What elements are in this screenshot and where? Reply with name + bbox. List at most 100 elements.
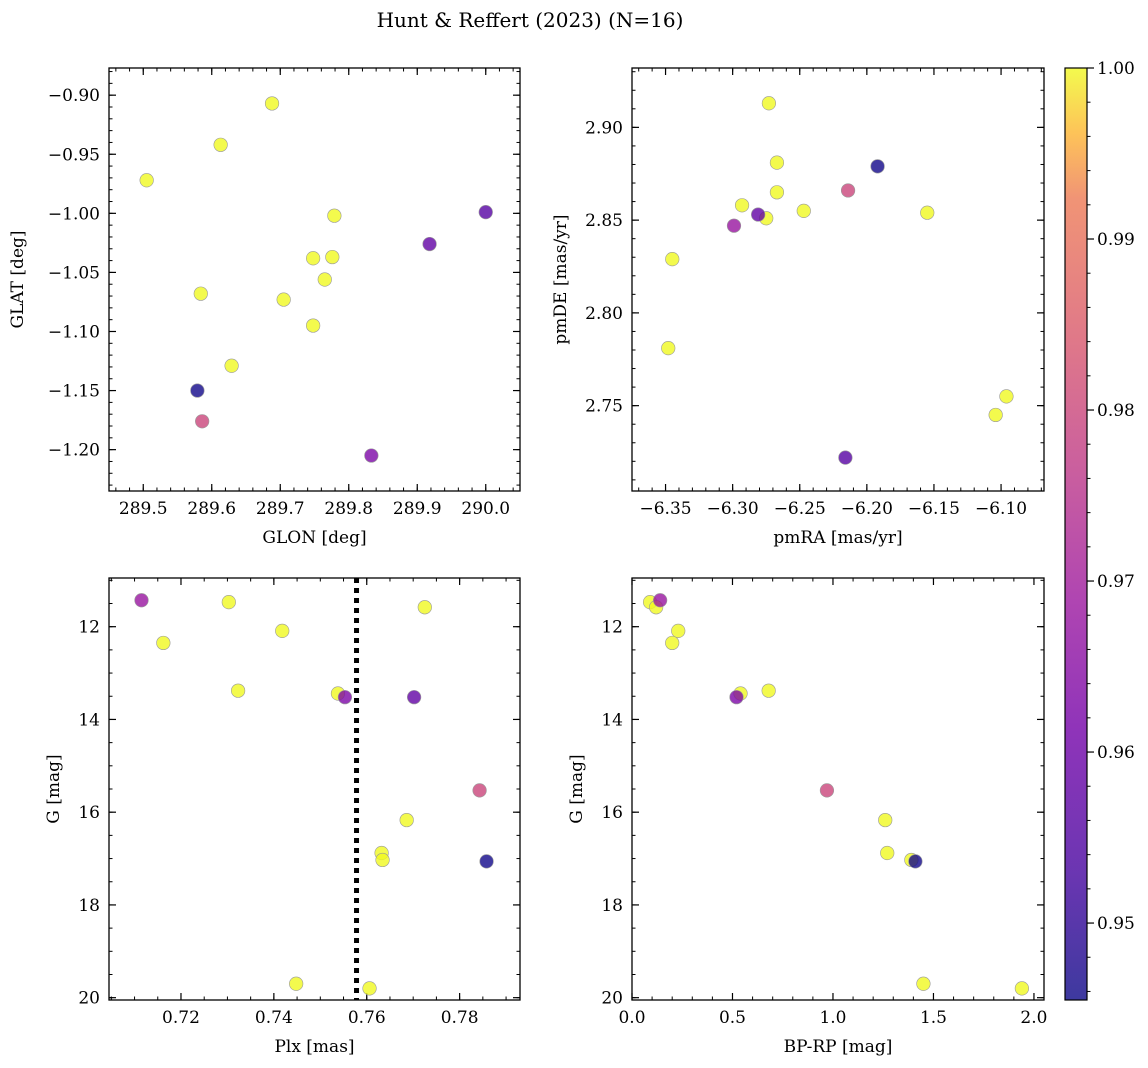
x-axis-label: GLON [deg] bbox=[262, 528, 366, 548]
x-tick-label: 0.74 bbox=[255, 1008, 293, 1028]
scatter-point bbox=[734, 198, 750, 213]
scatter-point bbox=[729, 690, 744, 705]
panel-glon-glat: 289.5 289.6 289.7 289.8 289.9 290.0 −0.90 −0.95… bbox=[8, 67, 521, 548]
y-tick-label: 14 bbox=[78, 710, 100, 730]
scatter-point bbox=[999, 389, 1014, 404]
colorbar-tick-label: 0.99 bbox=[1097, 230, 1135, 250]
x-tick-label: 289.8 bbox=[324, 499, 373, 519]
scatter-point bbox=[306, 251, 321, 266]
axes-frame bbox=[631, 67, 1045, 492]
colorbar-tick-label: 0.96 bbox=[1097, 743, 1135, 763]
y-tick-label: 16 bbox=[78, 803, 100, 823]
scatter-point bbox=[726, 218, 742, 233]
scatter-point bbox=[276, 292, 291, 307]
scatter-point bbox=[221, 595, 236, 610]
scatter-point bbox=[139, 173, 154, 188]
scatter-point bbox=[134, 593, 149, 608]
y-tick-label: −0.90 bbox=[48, 86, 100, 106]
figure-title: Hunt & Reffert (2023) (N=16) bbox=[377, 8, 684, 32]
x-tick-label: −6.35 bbox=[639, 499, 691, 519]
scatter-point bbox=[838, 450, 853, 465]
y-axis-label: GLAT [deg] bbox=[8, 230, 28, 328]
x-tick-label: 289.7 bbox=[256, 499, 305, 519]
scatter-point bbox=[878, 812, 893, 828]
y-tick-label: 18 bbox=[601, 896, 623, 916]
x-tick-label: −6.10 bbox=[975, 499, 1027, 519]
scatter-point bbox=[362, 981, 377, 996]
scatter-point bbox=[478, 205, 493, 220]
scatter-point bbox=[337, 690, 353, 705]
scatter-point bbox=[417, 600, 432, 615]
scatter-point bbox=[751, 207, 766, 222]
y-tick-label: 20 bbox=[78, 989, 100, 1009]
x-tick-label: 1.5 bbox=[920, 1008, 947, 1028]
axes-frame bbox=[108, 67, 521, 492]
x-axis-label: Plx [mas] bbox=[274, 1037, 354, 1057]
x-tick-label: −6.15 bbox=[908, 499, 960, 519]
colorbar-ticks: 0.95 0.96 0.97 0.98 0.99 1.00 bbox=[1087, 59, 1135, 992]
scatter-point bbox=[665, 251, 680, 267]
y-tick-label: 12 bbox=[78, 618, 100, 638]
y-tick-label: 2.90 bbox=[585, 118, 623, 138]
scatter-point bbox=[769, 185, 785, 200]
y-tick-label: −1.20 bbox=[48, 441, 100, 461]
x-axis-label: pmRA [mas/yr] bbox=[773, 528, 902, 548]
scatter-point bbox=[819, 783, 835, 798]
scatter-point bbox=[193, 286, 208, 301]
scatter-point bbox=[317, 272, 332, 287]
x-tick-label: 0.72 bbox=[162, 1008, 200, 1028]
x-tick-label: 0.5 bbox=[719, 1008, 746, 1028]
scatter-point bbox=[761, 96, 776, 111]
colorbar-gradient bbox=[1065, 68, 1087, 1000]
scatter-point bbox=[671, 623, 686, 638]
x-tick-label: 0.76 bbox=[348, 1008, 386, 1028]
y-tick-label: 16 bbox=[601, 803, 623, 823]
y-tick-label: 2.85 bbox=[585, 211, 623, 231]
scatter-point bbox=[231, 683, 246, 698]
colorbar-frame bbox=[1064, 67, 1088, 1001]
y-axis-label: G [mag] bbox=[567, 754, 587, 823]
scatter-point bbox=[195, 414, 210, 429]
panel-bprp-g: 0.0 0.5 1.0 1.5 2.0 12 14 16 18 20 BP-RP [mag] G [m… bbox=[567, 577, 1047, 1057]
colorbar-tick-label: 0.95 bbox=[1097, 914, 1135, 934]
scatter-point bbox=[665, 635, 680, 651]
y-tick-label: 2.80 bbox=[585, 304, 623, 324]
x-tick-label: −6.30 bbox=[707, 499, 759, 519]
scatter-point bbox=[213, 137, 228, 152]
y-tick-label: −1.05 bbox=[48, 263, 100, 283]
x-tick-label: 2.0 bbox=[1020, 1008, 1047, 1028]
scatter-point bbox=[325, 249, 340, 265]
scatter-point bbox=[908, 854, 923, 869]
colorbar-tick-label: 1.00 bbox=[1097, 59, 1135, 79]
scatter-point bbox=[289, 976, 304, 991]
x-tick-label: 0.78 bbox=[441, 1008, 479, 1028]
scatter-point bbox=[422, 236, 437, 252]
y-tick-label: 18 bbox=[78, 896, 100, 916]
scatter-point bbox=[306, 318, 321, 333]
x-tick-label: −6.25 bbox=[774, 499, 826, 519]
panel-pmra-pmde: −6.35 −6.30 −6.25 −6.20 −6.15 −6.10 2.75 2.80 2.… bbox=[551, 67, 1045, 548]
y-axis-label: G [mag] bbox=[44, 754, 64, 823]
scatter-point bbox=[399, 812, 414, 828]
scatter-point bbox=[840, 183, 856, 198]
panels: 289.5 289.6 289.7 289.8 289.9 290.0 −0.90 −0.95… bbox=[8, 67, 1047, 1057]
y-tick-label: 14 bbox=[601, 710, 623, 730]
scatter-point bbox=[988, 407, 1003, 423]
y-tick-label: −1.15 bbox=[48, 382, 100, 402]
colorbar-tick-label: 0.98 bbox=[1097, 401, 1135, 421]
scatter-point bbox=[190, 383, 205, 398]
scatter-point bbox=[264, 96, 280, 111]
x-tick-label: 289.9 bbox=[393, 499, 442, 519]
axes-frame bbox=[108, 577, 521, 1001]
scatter-point bbox=[479, 854, 494, 869]
x-tick-label: 1.0 bbox=[819, 1008, 846, 1028]
scatter-point bbox=[224, 358, 239, 373]
scatter-point bbox=[1014, 981, 1029, 996]
x-axis-label: BP-RP [mag] bbox=[784, 1037, 893, 1057]
scatter-point bbox=[661, 341, 676, 356]
x-tick-label: 289.5 bbox=[119, 499, 168, 519]
y-tick-label: 12 bbox=[601, 618, 623, 638]
x-tick-label: −6.20 bbox=[841, 499, 893, 519]
scatter-point bbox=[920, 205, 935, 220]
scatter-point bbox=[375, 852, 390, 868]
